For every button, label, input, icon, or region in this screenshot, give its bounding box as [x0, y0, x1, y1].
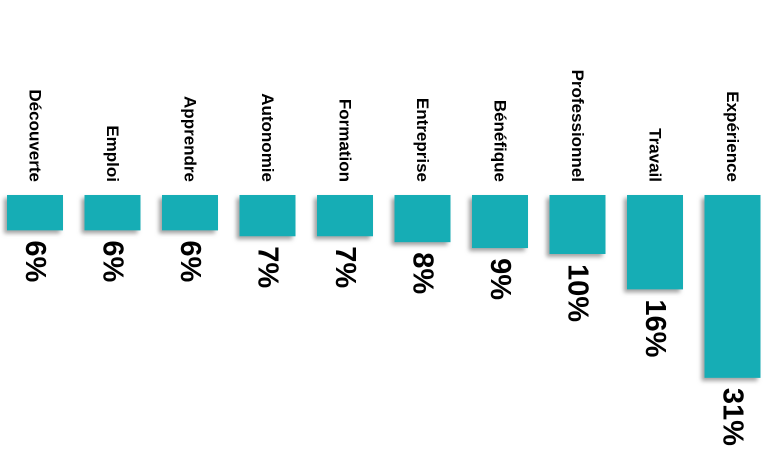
bar-3 — [239, 195, 296, 237]
category-label-8: Travail — [646, 128, 665, 182]
category-label-5: Entreprise — [413, 98, 432, 182]
category-label-9: Expérience — [723, 91, 742, 182]
value-label-9: 31% — [717, 388, 749, 446]
category-label-0: Découverte — [26, 89, 45, 182]
value-label-7: 10% — [562, 264, 594, 322]
category-label-7: Professionnel — [568, 70, 587, 182]
bar-1 — [84, 195, 141, 231]
category-label-6: Bénéfique — [491, 100, 510, 182]
value-label-8: 16% — [639, 299, 671, 357]
bar-4 — [317, 195, 373, 237]
value-label-5: 8% — [407, 252, 439, 294]
bar-6 — [472, 195, 528, 249]
bar-2 — [162, 195, 218, 231]
value-label-2: 6% — [174, 240, 206, 282]
category-label-1: Emploi — [103, 125, 122, 182]
bar-7 — [549, 195, 606, 254]
bar-0 — [7, 195, 63, 231]
value-labels-group: 6% 6% 6% 7% 7% 8% 9% 10% 16% 31% — [19, 240, 749, 446]
value-label-6: 9% — [484, 258, 516, 300]
bar-5 — [394, 195, 451, 243]
category-label-3: Autonomie — [258, 93, 277, 182]
category-label-2: Apprendre — [181, 96, 200, 182]
value-label-3: 7% — [252, 246, 284, 288]
bar-8 — [627, 195, 683, 290]
value-label-4: 7% — [329, 246, 361, 288]
value-label-0: 6% — [19, 240, 51, 282]
bar-9 — [704, 195, 761, 378]
bars-group — [7, 195, 761, 378]
category-labels-group: Découverte Emploi Apprendre Autonomie Format… — [26, 70, 743, 182]
value-label-1: 6% — [97, 240, 129, 282]
category-label-4: Formation — [336, 99, 355, 182]
